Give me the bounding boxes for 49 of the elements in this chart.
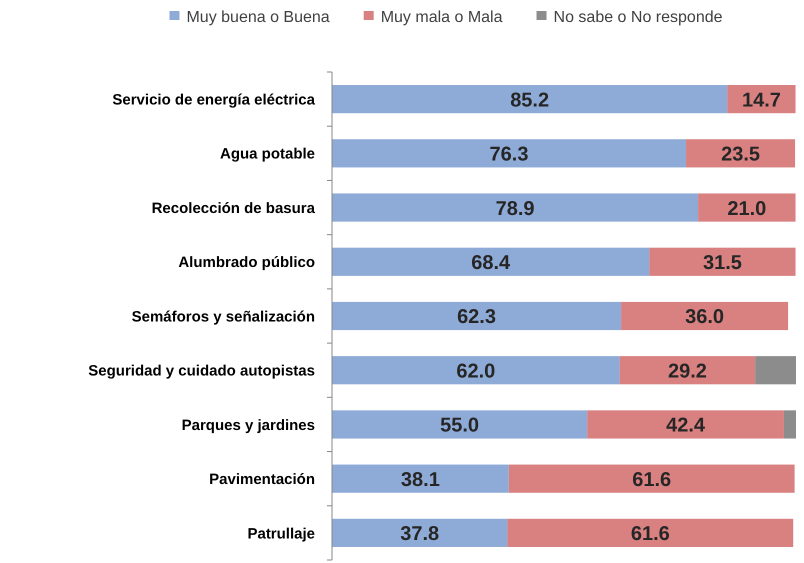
- legend-label: Muy mala o Mala: [380, 8, 503, 26]
- data-label: 38.1: [400, 468, 440, 491]
- legend-label: No sabe o No responde: [554, 8, 723, 26]
- bar: [332, 85, 728, 114]
- y-tick-label: Pavimentación: [209, 471, 315, 488]
- bar: [698, 193, 796, 222]
- bar: [507, 518, 794, 547]
- bar: [621, 302, 788, 330]
- bar: [686, 139, 796, 168]
- data-label: 23.5: [721, 144, 760, 166]
- data-label: 76.3: [490, 144, 528, 166]
- data-label: 62.3: [457, 306, 496, 328]
- bar: [508, 464, 795, 493]
- bar: [332, 193, 698, 222]
- legend-label: Muy buena o Buena: [186, 8, 330, 26]
- bar: [332, 518, 508, 547]
- data-label: 62.0: [456, 360, 496, 382]
- data-label: 61.6: [630, 523, 670, 546]
- data-label: 29.2: [668, 360, 707, 382]
- y-tick-label: Servicio de energía eléctrica: [112, 92, 316, 109]
- data-label: 61.6: [632, 468, 672, 491]
- bar: [332, 302, 622, 330]
- y-tick-label: Recolección de basura: [152, 200, 316, 217]
- bar: [332, 248, 650, 276]
- y-tick-label: Semáforos y señalización: [132, 308, 315, 326]
- bar: [332, 139, 686, 168]
- data-label: 78.9: [496, 198, 535, 220]
- y-tick-label: Patrullaje: [247, 525, 315, 542]
- bar: [620, 356, 756, 384]
- bar: [332, 464, 509, 493]
- bar: [587, 410, 784, 439]
- bar: [649, 248, 796, 276]
- bar: [332, 356, 620, 384]
- y-tick-label: Parques y jardines: [182, 416, 315, 434]
- bar: [755, 356, 796, 384]
- data-label: 42.4: [666, 414, 706, 437]
- data-label: 31.5: [702, 252, 742, 274]
- data-label: 21.0: [727, 198, 766, 220]
- data-label: 37.8: [400, 523, 440, 546]
- bar: [784, 410, 796, 439]
- data-label: 14.7: [742, 89, 781, 112]
- bar: [332, 410, 588, 439]
- y-tick-label: Agua potable: [220, 146, 315, 163]
- data-label: 85.2: [510, 89, 550, 112]
- y-tick-label: Seguridad y cuidado autopistas: [88, 362, 315, 380]
- data-label: 36.0: [685, 306, 724, 328]
- data-label: 55.0: [440, 414, 480, 437]
- data-label: 68.4: [471, 252, 512, 274]
- y-tick-label: Alumbrado público: [178, 254, 315, 272]
